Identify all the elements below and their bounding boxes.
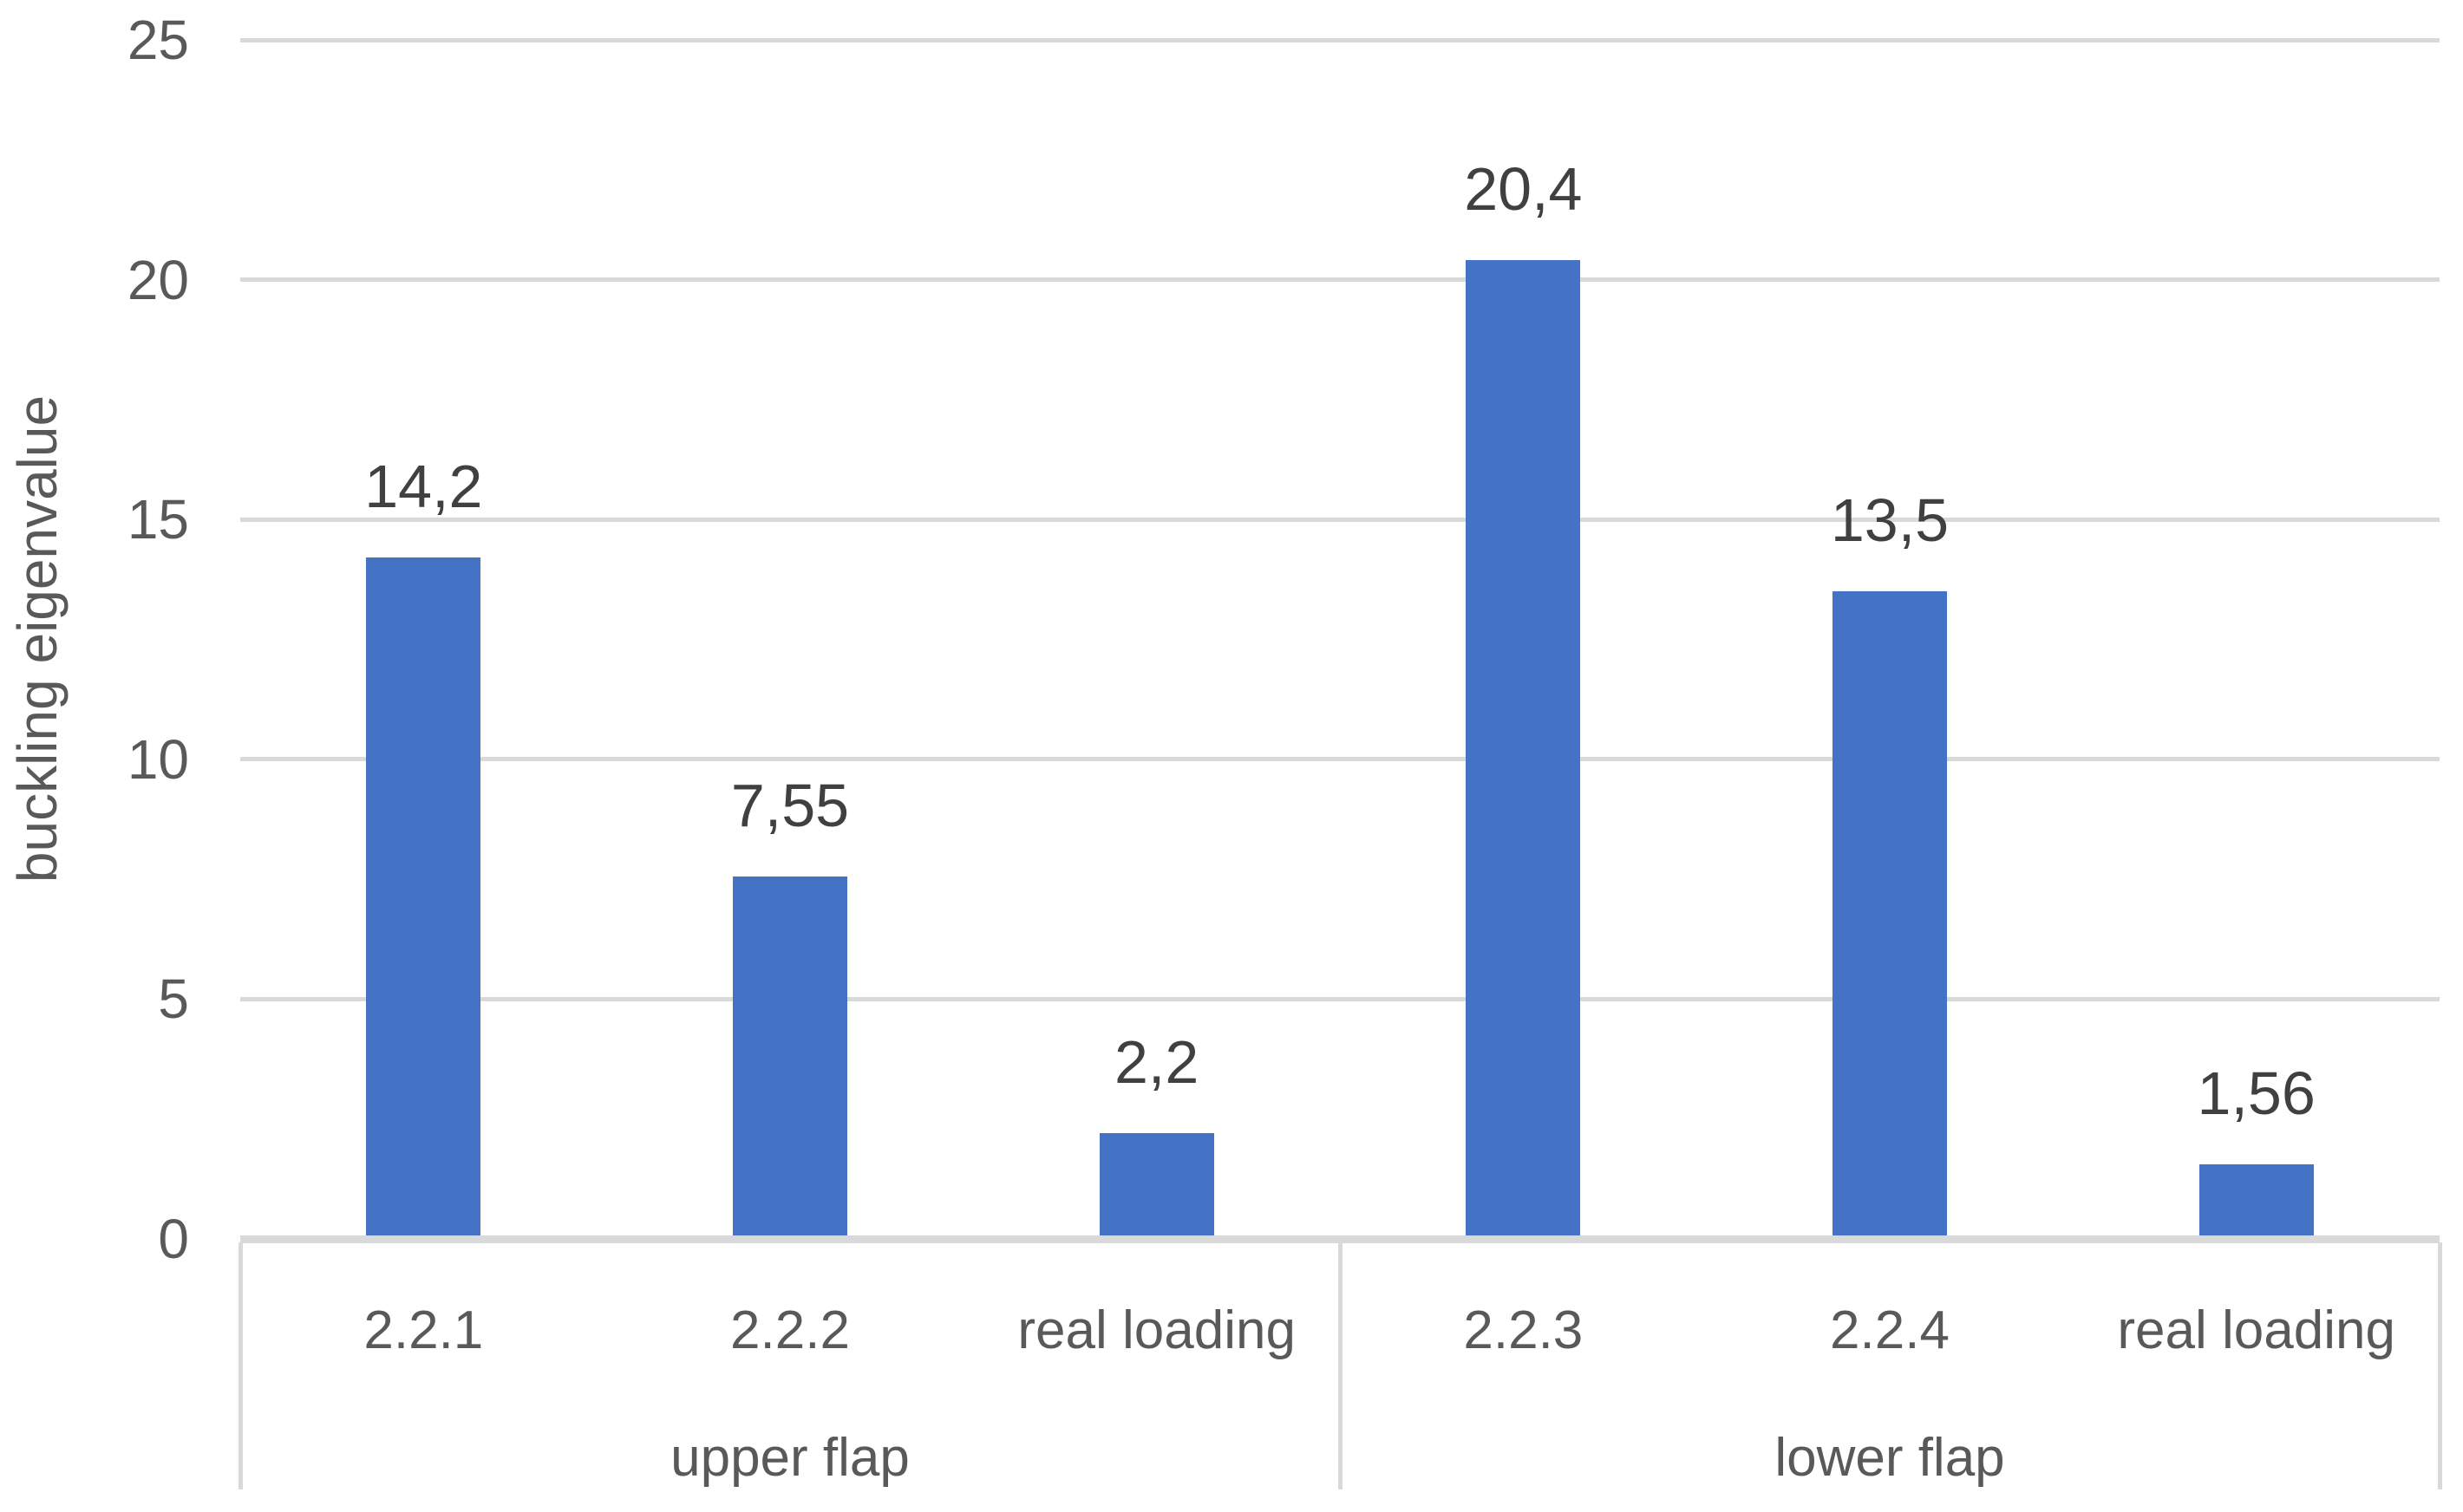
y-tick-label-10: 10 — [127, 727, 189, 791]
bar-real-loading — [2198, 1163, 2314, 1236]
bar-value-label: 2,2 — [1114, 1028, 1199, 1097]
gridline-y-15 — [240, 517, 2440, 522]
bar-value-label: 13,5 — [1830, 486, 1950, 555]
group-label-1: lower flap — [1774, 1428, 2005, 1488]
bar-value-label: 1,56 — [2197, 1059, 2316, 1127]
gridline-y-5 — [240, 996, 2440, 1001]
category-label: 2.2.4 — [1830, 1300, 1950, 1360]
y-tick-label-25: 25 — [127, 9, 189, 71]
bar-2-2-1 — [366, 557, 481, 1236]
category-label: 2.2.2 — [730, 1300, 850, 1360]
axis-frame-line — [1337, 1242, 1343, 1489]
category-label: real loading — [1017, 1300, 1296, 1360]
y-tick-label-0: 0 — [158, 1208, 189, 1270]
category-label: real loading — [2117, 1300, 2395, 1360]
axis-frame-line — [2437, 1242, 2442, 1489]
bar-2-2-4 — [1833, 591, 1947, 1236]
bar-value-label: 20,4 — [1464, 155, 1583, 224]
bar-value-label: 14,2 — [364, 453, 483, 521]
gridline-y-10 — [240, 757, 2440, 762]
group-label-0: upper flap — [670, 1428, 910, 1488]
category-label: 2.2.1 — [363, 1300, 484, 1360]
y-axis-title: buckling eigenvalue — [6, 394, 69, 883]
gridline-y-25 — [240, 37, 2440, 42]
y-tick-label-15: 15 — [127, 488, 189, 551]
axis-frame-line — [238, 1242, 243, 1489]
bar-value-label: 7,55 — [730, 772, 850, 840]
gridline-y-20 — [240, 277, 2440, 283]
bar-2-2-3 — [1466, 260, 1581, 1236]
y-tick-label-5: 5 — [158, 968, 189, 1031]
bar-real-loading — [1099, 1133, 1214, 1236]
bar-2-2-2 — [733, 877, 847, 1236]
y-tick-label-20: 20 — [127, 248, 189, 311]
category-label: 2.2.3 — [1463, 1300, 1584, 1360]
x-axis-line — [240, 1235, 2440, 1243]
